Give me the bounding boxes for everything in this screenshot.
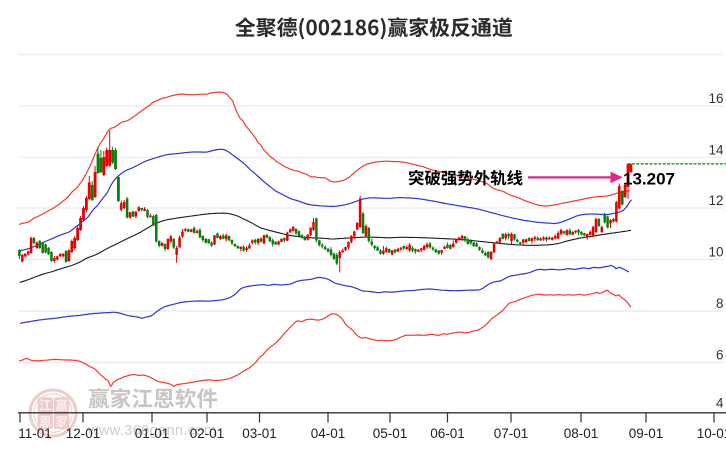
- svg-text:10-01: 10-01: [697, 426, 726, 441]
- svg-text:05-01: 05-01: [373, 426, 408, 441]
- svg-text:14: 14: [708, 143, 724, 158]
- svg-text:16: 16: [708, 91, 723, 106]
- svg-text:02-01: 02-01: [190, 426, 225, 441]
- svg-text:06-01: 06-01: [430, 426, 465, 441]
- svg-text:11-01: 11-01: [18, 426, 52, 441]
- svg-text:8: 8: [716, 296, 724, 311]
- svg-text:08-01: 08-01: [564, 426, 599, 441]
- svg-text:07-01: 07-01: [494, 426, 529, 441]
- svg-text:04-01: 04-01: [311, 426, 346, 441]
- svg-text:12: 12: [708, 193, 723, 208]
- svg-text:10: 10: [708, 245, 723, 260]
- svg-text:09-01: 09-01: [629, 426, 664, 441]
- svg-text:6: 6: [716, 348, 724, 363]
- svg-text:13.207: 13.207: [623, 170, 675, 189]
- svg-text:12-01: 12-01: [66, 426, 101, 441]
- svg-text:www.360gann.com: www.360gann.com: [87, 423, 217, 439]
- svg-text:01-01: 01-01: [135, 426, 170, 441]
- svg-text:4: 4: [716, 395, 724, 410]
- svg-text:03-01: 03-01: [242, 426, 277, 441]
